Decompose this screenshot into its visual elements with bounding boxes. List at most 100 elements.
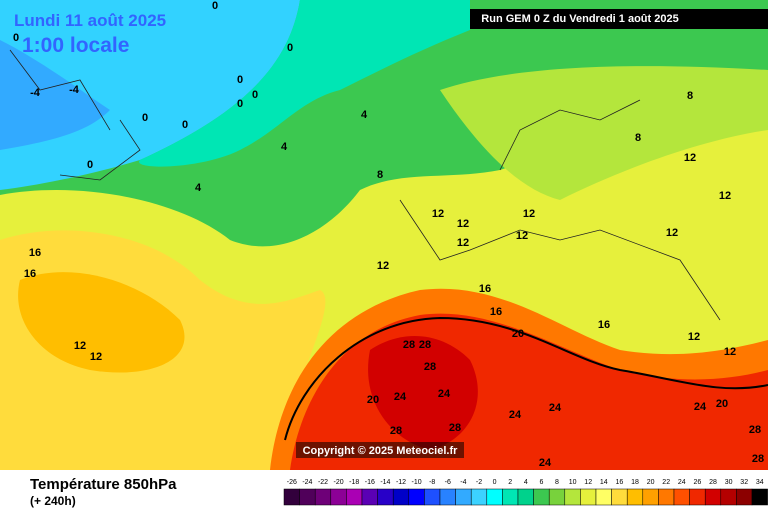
contour-label: 12 (432, 208, 444, 220)
scale-swatch (424, 488, 441, 506)
scale-swatch (611, 488, 628, 506)
contour-label: 12 (523, 208, 535, 220)
scale-swatch (626, 488, 644, 506)
scale-label: 14 (600, 479, 608, 486)
scale-swatch (704, 488, 722, 506)
contour-label: 28 (419, 339, 431, 351)
scale-label: 24 (678, 479, 686, 486)
scale-swatch (595, 488, 612, 506)
run-box (470, 9, 768, 29)
scale-label: 6 (539, 479, 543, 486)
contour-label: 0 (142, 112, 148, 124)
scale-label: -24 (302, 479, 312, 486)
lead: (+ 240h) (30, 494, 76, 508)
run: Run GEM 0 Z du Vendredi 1 août 2025 (481, 13, 678, 25)
scale-swatch (502, 488, 519, 506)
contour-label: 12 (688, 331, 700, 343)
contour-label: 20 (512, 328, 524, 340)
contour-label: 28 (424, 361, 436, 373)
scale-label: 28 (709, 479, 717, 486)
contour-label: 0 (182, 119, 188, 131)
cold-area (0, 0, 300, 190)
scale-label: 16 (616, 479, 624, 486)
hotter-area (18, 272, 185, 373)
mild-area (139, 0, 470, 167)
contour-label: 8 (377, 169, 383, 181)
scale-swatch (439, 488, 456, 506)
scale-swatch (299, 488, 316, 506)
scale-label: -8 (429, 479, 435, 486)
scale-swatch (346, 488, 363, 506)
scale-label: 18 (631, 479, 639, 486)
heat-peak (368, 336, 478, 450)
contour-label: 12 (377, 260, 389, 272)
contour-label: 28 (390, 425, 402, 437)
scale-label: -6 (445, 479, 451, 486)
scale-swatch (486, 488, 503, 506)
scale-label: -2 (476, 479, 482, 486)
scale-label: 20 (647, 479, 655, 486)
coastline (9, 49, 721, 321)
time: 1:00 locale (22, 34, 129, 57)
contour-label: 0 (212, 0, 218, 12)
contour-label: 28 (752, 453, 764, 465)
contour-label: 12 (719, 190, 731, 202)
contour-label: -4 (69, 84, 80, 96)
scale-label: 8 (555, 479, 559, 486)
color-scale: -26 -24 -22 -20 -18 -16 -14 -12 -10 -8 -6 -4 -2 0 2 4 6 8… (283, 479, 768, 506)
isotherm-20 (284, 316, 768, 441)
date: Lundi 11 août 2025 (14, 11, 166, 30)
contour-label: 0 (252, 89, 258, 101)
scale-label: 22 (662, 479, 670, 486)
contour-label: 24 (509, 409, 522, 421)
copyright: Copyright © 2025 Meteociel.fr (303, 445, 459, 457)
scale-label: -22 (318, 479, 328, 486)
contour-label: -4 (30, 87, 41, 99)
green-north (440, 66, 768, 200)
scale-swatch (314, 488, 332, 506)
scale-swatch (470, 488, 488, 506)
contour-label: 0 (237, 98, 243, 110)
scale-label: 4 (524, 479, 528, 486)
scale-label: -4 (460, 479, 466, 486)
contour-label: 12 (516, 230, 528, 242)
scale-swatch (455, 488, 472, 506)
scale-label: 26 (694, 479, 702, 486)
contour-label: 24 (694, 401, 707, 413)
contour-label: 8 (635, 132, 641, 144)
contour-label: 12 (457, 218, 469, 230)
contour-label: 24 (539, 457, 552, 469)
scale-swatch (392, 488, 410, 506)
scale-label: -12 (396, 479, 406, 486)
scale-label: 0 (493, 479, 497, 486)
contour-labels: 000-4 -4000000444888121212121212161612121… (13, 0, 764, 469)
contour-label: 12 (90, 351, 102, 363)
scale-label: -16 (365, 479, 375, 486)
contour-label: 24 (438, 388, 451, 400)
scale-label: -20 (334, 479, 344, 486)
contour-label: 12 (74, 340, 86, 352)
scale-label: -10 (412, 479, 422, 486)
contour-label: 28 (403, 339, 415, 351)
scale-swatch (720, 488, 737, 506)
scale-swatch (658, 488, 675, 506)
contour-label: 20 (716, 398, 728, 410)
contour-label: 12 (684, 152, 696, 164)
scale-label: -14 (380, 479, 390, 486)
contour-label: 20 (367, 394, 379, 406)
scale-swatch (283, 488, 300, 506)
scale-label: -26 (287, 479, 297, 486)
scale-swatch (689, 488, 706, 506)
scale-label: 32 (740, 479, 748, 486)
contour-label: 0 (237, 74, 243, 86)
contour-label: 16 (29, 247, 41, 259)
scale-swatch (564, 488, 581, 506)
scale-label: 10 (569, 479, 577, 486)
scale-swatch (361, 488, 378, 506)
contour-label: 12 (457, 237, 469, 249)
scale-label: 34 (756, 479, 764, 486)
contour-label: 12 (666, 227, 678, 239)
contour-label: 4 (281, 141, 288, 153)
scale-swatch (533, 488, 550, 506)
